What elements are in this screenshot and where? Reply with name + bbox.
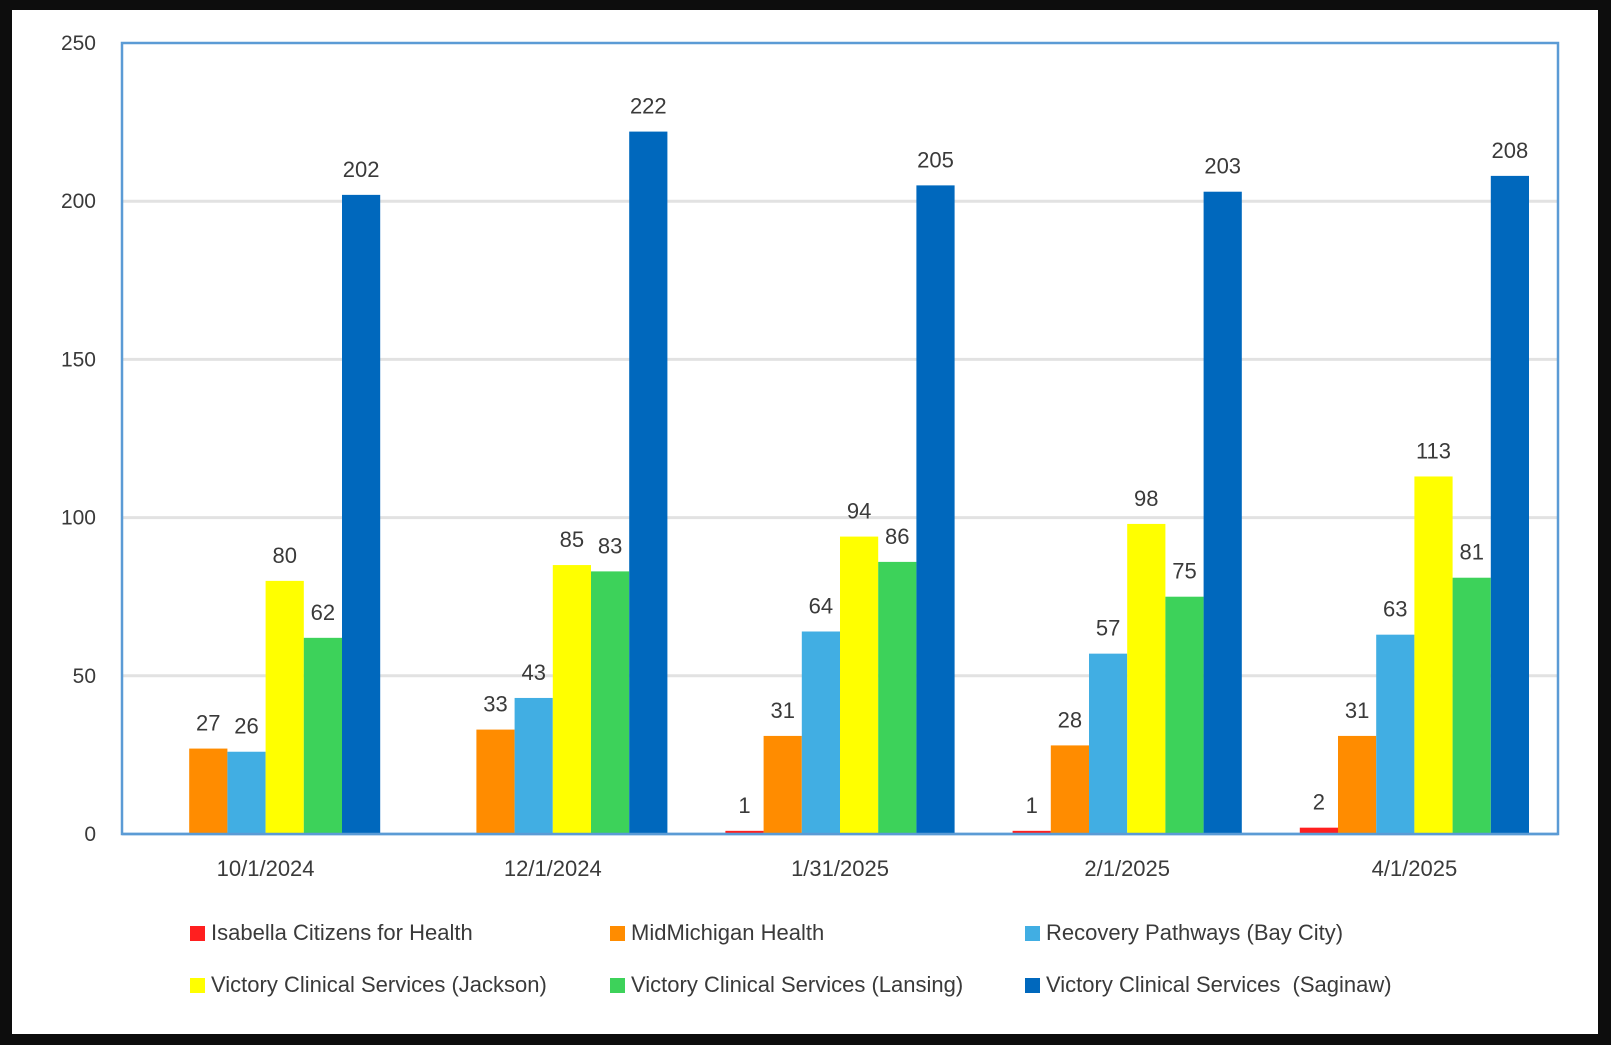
bar-1-2: [763, 735, 802, 834]
bar-5-2: [916, 185, 955, 834]
bar-5-0: [342, 194, 381, 834]
bar-0-3: [1012, 830, 1051, 834]
data-label-4-2: 86: [885, 524, 909, 549]
x-tick-label-1: 12/1/2024: [504, 856, 602, 881]
legend-label-4: Victory Clinical Services (Lansing): [631, 972, 964, 997]
y-tick-label-5: 250: [61, 32, 96, 55]
legend-item-3: Victory Clinical Services (Jackson): [190, 972, 610, 998]
y-tick-label-1: 50: [73, 665, 96, 688]
data-label-2-3: 57: [1096, 616, 1120, 641]
data-label-3-3: 98: [1134, 486, 1158, 511]
bar-1-0: [189, 748, 228, 834]
bar-4-0: [303, 637, 342, 834]
bar-1-1: [476, 729, 515, 834]
data-label-2-1: 43: [521, 660, 545, 685]
legend-swatch-5: [1025, 977, 1040, 993]
chart-frame: 0 50 100 150 200 250 27 26 80 62 202 10/1/2024 33 43 8…: [12, 10, 1598, 1034]
data-label-3-1: 85: [560, 527, 584, 552]
legend-label-3: Victory Clinical Services (Jackson): [211, 972, 547, 997]
data-label-2-4: 63: [1383, 597, 1407, 622]
data-label-4-4: 81: [1459, 540, 1483, 565]
legend-swatch-2: [1025, 925, 1040, 941]
chart-plot: 0 50 100 150 200 250 27 26 80 62 202 10/1/2024 33 43 8…: [61, 32, 1560, 881]
legend-label-0: Isabella Citizens for Health: [211, 920, 473, 945]
data-label-1-3: 28: [1058, 707, 1082, 732]
x-tick-label-2: 1/31/2025: [791, 856, 889, 881]
legend-swatch-4: [610, 977, 625, 993]
bar-3-4: [1414, 476, 1453, 834]
bar-3-0: [265, 580, 304, 834]
data-label-1-1: 33: [483, 692, 507, 717]
legend-swatch-3: [190, 977, 205, 993]
bar-5-4: [1490, 175, 1529, 834]
data-label-5-2: 205: [917, 147, 954, 172]
bar-2-1: [514, 697, 553, 834]
bar-2-3: [1089, 653, 1128, 834]
legend-item-0: Isabella Citizens for Health: [190, 920, 610, 946]
bar-0-2: [725, 830, 764, 834]
chart-legend: Isabella Citizens for Health MidMichigan …: [190, 920, 1490, 998]
y-tick-label-0: 0: [84, 823, 96, 846]
data-label-3-0: 80: [272, 543, 296, 568]
legend-label-2: Recovery Pathways (Bay City): [1046, 920, 1344, 945]
data-label-5-0: 202: [343, 157, 380, 182]
data-label-1-2: 31: [770, 698, 794, 723]
data-label-3-2: 94: [847, 499, 871, 524]
bar-4-1: [591, 571, 630, 834]
bar-3-2: [840, 536, 879, 834]
data-label-4-0: 62: [311, 600, 335, 625]
bar-2-2: [801, 631, 840, 834]
x-tick-label-0: 10/1/2024: [217, 856, 315, 881]
bar-4-2: [878, 561, 917, 834]
y-tick-label-2: 100: [61, 507, 96, 530]
bar-2-4: [1376, 634, 1415, 834]
data-label-0-2: 1: [738, 793, 750, 818]
data-label-5-4: 208: [1492, 138, 1529, 163]
legend-item-4: Victory Clinical Services (Lansing): [610, 972, 1025, 998]
data-label-2-2: 64: [809, 594, 833, 619]
legend-swatch-0: [190, 925, 205, 941]
data-label-2-0: 26: [234, 714, 258, 739]
data-label-0-3: 1: [1026, 793, 1038, 818]
data-label-1-0: 27: [196, 711, 220, 736]
bar-2-0: [227, 751, 266, 834]
bar-3-3: [1127, 523, 1166, 834]
x-tick-label-4: 4/1/2025: [1372, 856, 1458, 881]
legend-item-1: MidMichigan Health: [610, 920, 1025, 946]
bar-5-3: [1203, 191, 1242, 834]
bar-5-1: [629, 131, 668, 834]
data-label-1-4: 31: [1345, 698, 1369, 723]
y-tick-label-4: 200: [61, 190, 96, 213]
y-tick-label-3: 150: [61, 348, 96, 371]
bar-4-4: [1452, 577, 1491, 834]
bar-3-1: [552, 565, 591, 834]
bar-1-4: [1338, 735, 1377, 834]
bar-4-3: [1165, 596, 1204, 834]
x-tick-label-3: 2/1/2025: [1084, 856, 1170, 881]
data-label-4-1: 83: [598, 533, 622, 558]
bar-1-3: [1050, 745, 1089, 834]
legend-label-5: Victory Clinical Services (Saginaw): [1046, 972, 1392, 997]
bar-0-4: [1299, 827, 1338, 834]
legend-label-1: MidMichigan Health: [631, 920, 825, 945]
data-label-4-3: 75: [1172, 559, 1196, 584]
legend-item-5: Victory Clinical Services (Saginaw): [1025, 972, 1445, 998]
data-label-3-4: 113: [1416, 438, 1451, 463]
data-label-5-3: 203: [1204, 154, 1241, 179]
legend-item-2: Recovery Pathways (Bay City): [1025, 920, 1445, 946]
data-label-0-4: 2: [1313, 790, 1325, 815]
legend-swatch-1: [610, 925, 625, 941]
data-label-5-1: 222: [630, 94, 667, 119]
